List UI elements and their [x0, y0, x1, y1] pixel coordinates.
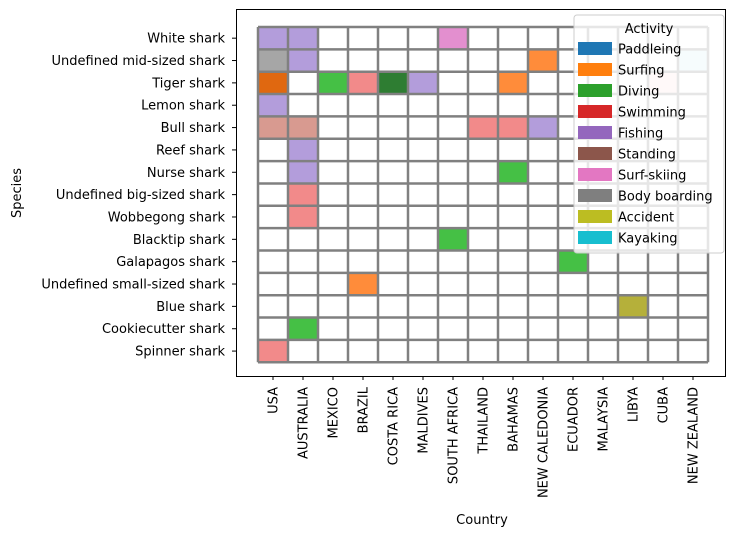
legend-swatch-diving	[578, 84, 612, 97]
legend-title: Activity	[625, 22, 674, 37]
cell-undefined-small-sized-shark-brazil	[348, 272, 378, 296]
cell-white-shark-australia	[288, 27, 318, 50]
legend-label-paddleing: Paddleing	[618, 43, 681, 58]
x-tick-label: BAHAMAS	[507, 387, 522, 452]
cell-wobbegong-shark-australia	[288, 205, 318, 229]
legend-label-diving: Diving	[618, 85, 659, 100]
y-tick-label: Blacktip shark	[133, 233, 226, 248]
cell-bull-shark-thailand	[468, 116, 498, 139]
y-tick-label: Bull shark	[161, 121, 226, 136]
x-tick-label: NEW ZEALAND	[687, 387, 702, 484]
x-tick-label: MALDIVES	[417, 387, 432, 454]
cell-white-shark-south-africa	[438, 27, 468, 50]
legend-label-surf-skiing: Surf-skiing	[618, 169, 686, 184]
x-tick-label: LIBYA	[627, 387, 642, 422]
cell-tiger-shark-costa-rica	[378, 71, 408, 95]
cell-bull-shark-new-caledonia	[528, 116, 558, 139]
legend-swatch-fishing	[578, 126, 612, 139]
cell-bull-shark-australia	[288, 116, 318, 139]
y-tick-label: Spinner shark	[135, 345, 225, 360]
x-tick-label: MEXICO	[327, 387, 342, 438]
cell-nurse-shark-bahamas	[498, 161, 528, 184]
cell-undefined-mid-sized-shark-usa	[258, 49, 288, 72]
x-tick-label: NEW CALEDONIA	[537, 387, 552, 498]
y-tick-label: Lemon shark	[141, 99, 225, 114]
legend-label-fishing: Fishing	[618, 127, 663, 142]
legend-swatch-surf-skiing	[578, 168, 612, 181]
cell-lemon-shark-usa	[258, 94, 288, 117]
y-tick-label: Galapagos shark	[116, 255, 225, 270]
cell-undefined-big-sized-shark-australia	[288, 183, 318, 206]
cell-spinner-shark-usa	[258, 339, 288, 363]
legend-label-kayaking: Kayaking	[618, 232, 678, 247]
y-tick-label: Undefined small-sized shark	[41, 278, 225, 293]
cell-tiger-shark-maldives	[408, 71, 438, 95]
legend-swatch-swimming	[578, 105, 612, 118]
cell-bull-shark-bahamas	[498, 116, 528, 139]
legend-label-surfing: Surfing	[618, 64, 665, 79]
x-axis-label: Country	[456, 513, 508, 528]
legend-swatch-accident	[578, 210, 612, 223]
plot-frame	[236, 9, 726, 377]
cell-blue-shark-libya	[618, 295, 648, 318]
cell-blacktip-shark-south-africa	[438, 228, 468, 251]
cell-undefined-mid-sized-shark-australia	[288, 49, 318, 72]
x-tick-label: ECUADOR	[567, 387, 582, 452]
x-tick-label: USA	[267, 387, 282, 414]
legend-label-accident: Accident	[618, 211, 674, 226]
y-axis-label: Species	[10, 168, 25, 218]
x-tick-label: COSTA RICA	[387, 387, 402, 465]
cell-nurse-shark-australia	[288, 161, 318, 184]
x-tick-label: CUBA	[657, 387, 672, 424]
legend-label-body-boarding: Body boarding	[618, 190, 713, 205]
legend-label-standing: Standing	[618, 148, 676, 163]
legend-swatch-paddleing	[578, 42, 612, 55]
legend-swatch-kayaking	[578, 231, 612, 244]
cell-reef-shark-australia	[288, 138, 318, 162]
legend-swatch-standing	[578, 147, 612, 160]
cell-tiger-shark-usa	[258, 71, 288, 95]
cell-cookiecutter-shark-australia	[288, 317, 318, 340]
legend-swatch-body-boarding	[578, 189, 612, 202]
y-tick-label: Tiger shark	[151, 76, 225, 91]
y-tick-label: Blue shark	[156, 300, 225, 315]
x-tick-label: AUSTRALIA	[297, 387, 312, 459]
y-tick-label: Undefined mid-sized shark	[52, 54, 226, 69]
legend-swatch-surfing	[578, 63, 612, 76]
cell-tiger-shark-mexico	[318, 71, 348, 95]
x-tick-label: BRAZIL	[357, 386, 372, 433]
cell-galapagos-shark-ecuador	[558, 250, 588, 273]
y-tick-label: Wobbegong shark	[108, 210, 226, 225]
legend-label-swimming: Swimming	[618, 106, 686, 121]
x-tick-label: THAILAND	[477, 387, 492, 455]
y-tick-label: Cookiecutter shark	[102, 322, 226, 337]
x-tick-label: MALAYSIA	[597, 387, 612, 452]
cell-tiger-shark-brazil	[348, 71, 378, 95]
y-tick-label: Reef shark	[156, 143, 225, 158]
cell-bull-shark-usa	[258, 116, 288, 139]
y-tick-label: Nurse shark	[147, 166, 226, 181]
cell-tiger-shark-bahamas	[498, 71, 528, 95]
cell-white-shark-usa	[258, 27, 288, 50]
y-tick-label: White shark	[147, 32, 225, 47]
legend-entries: Paddleing Surfing Diving Swimming Fishing Sta…	[578, 42, 713, 247]
x-tick-label: SOUTH AFRICA	[447, 387, 462, 484]
legend: Activity Paddleing Surfing Diving Swimming F…	[573, 14, 725, 254]
cell-undefined-mid-sized-shark-new-caledonia	[528, 49, 558, 72]
ticks-layer: White shark Undefined mid-sized shark Tige…	[41, 32, 701, 498]
y-tick-label: Undefined big-sized shark	[56, 188, 226, 203]
